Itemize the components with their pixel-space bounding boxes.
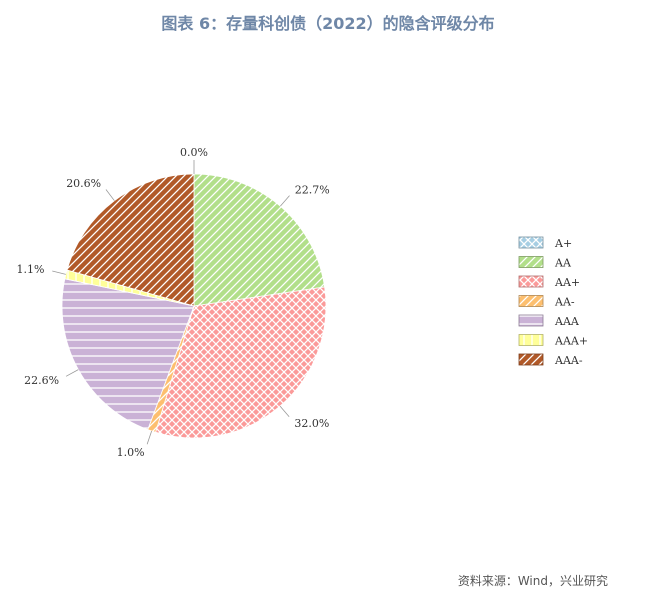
slice-label: 20.6% [66, 177, 101, 190]
legend-label: AA- [554, 296, 575, 309]
legend: A+ AA AA+ AA- AAA AAA+ AAA- [518, 236, 588, 367]
slice-label: 22.7% [295, 184, 330, 197]
leader-line [280, 195, 290, 207]
chart-title: 图表 6：存量科创债（2022）的隐含评级分布 [161, 14, 495, 33]
legend-swatch [518, 295, 544, 307]
leader-line [105, 189, 115, 201]
leader-line [146, 430, 153, 445]
legend-swatch [518, 256, 544, 268]
source-note: 资料来源：Wind，兴业研究 [457, 574, 608, 588]
slice-label: 0.0% [180, 146, 208, 159]
legend-label: AAA- [554, 354, 583, 367]
legend-swatch [518, 275, 544, 288]
legend-swatch [518, 236, 544, 249]
leader-line [65, 369, 79, 377]
pie-slice-aa-plus [155, 286, 327, 439]
legend-swatch [518, 353, 544, 366]
leader-line [52, 270, 66, 275]
pie-slice-aa [193, 173, 326, 307]
legend-label: AAA+ [554, 335, 588, 348]
leader-line [279, 405, 290, 417]
legend-label: A+ [554, 237, 572, 250]
legend-label: AAA [554, 315, 580, 328]
slice-label: 1.0% [117, 446, 145, 459]
legend-swatch [518, 334, 544, 346]
slice-label: 22.6% [24, 374, 59, 387]
legend-label: AA+ [554, 276, 580, 289]
slice-label: 1.1% [17, 263, 45, 276]
legend-label: AA [554, 257, 572, 270]
slice-label: 32.0% [294, 417, 329, 430]
legend-swatch [518, 314, 544, 327]
